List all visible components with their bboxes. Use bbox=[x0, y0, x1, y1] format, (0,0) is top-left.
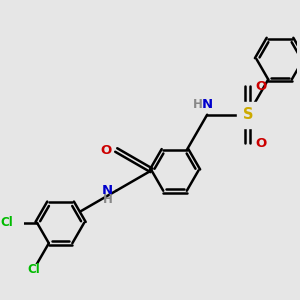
Text: O: O bbox=[100, 143, 111, 157]
Text: N: N bbox=[102, 184, 113, 197]
Text: Cl: Cl bbox=[27, 263, 40, 276]
Text: O: O bbox=[255, 137, 266, 150]
Text: H: H bbox=[193, 98, 203, 111]
Text: H: H bbox=[103, 193, 113, 206]
Text: Cl: Cl bbox=[0, 216, 13, 230]
Text: N: N bbox=[202, 98, 213, 111]
Text: S: S bbox=[243, 107, 253, 122]
Text: O: O bbox=[255, 80, 266, 93]
